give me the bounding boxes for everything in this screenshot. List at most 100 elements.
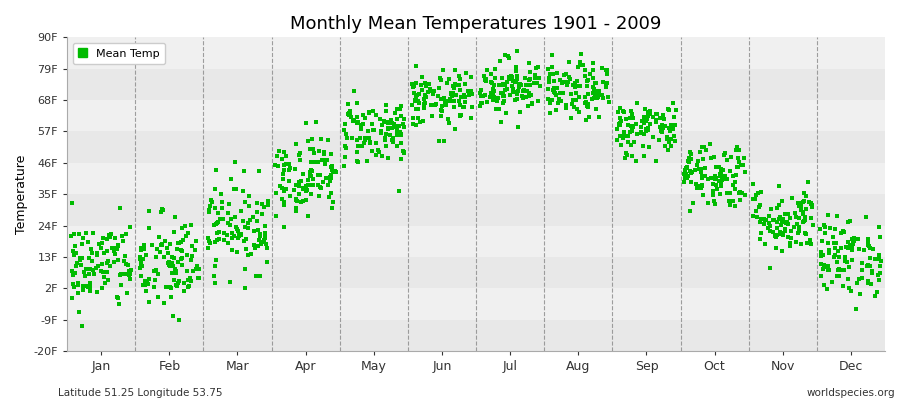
Point <box>180 268 194 274</box>
Point <box>119 231 133 237</box>
Point <box>118 252 132 259</box>
Point <box>570 78 584 84</box>
Point <box>149 254 164 260</box>
Point <box>661 134 675 140</box>
Point <box>111 242 125 249</box>
Point <box>410 98 425 104</box>
Point <box>653 114 668 121</box>
Point <box>763 265 778 272</box>
Point <box>214 205 229 211</box>
Point <box>770 232 784 238</box>
Point <box>735 190 750 196</box>
Point <box>457 92 472 98</box>
Point <box>209 257 223 264</box>
Point <box>479 76 493 82</box>
Point <box>309 118 323 125</box>
Point <box>394 113 409 119</box>
Point <box>861 278 876 284</box>
Point <box>480 67 494 73</box>
Point <box>588 79 602 86</box>
Point <box>141 276 156 282</box>
Point <box>163 263 177 269</box>
Point <box>595 64 609 71</box>
Point <box>454 86 468 93</box>
Point <box>644 111 658 118</box>
Point <box>478 92 492 98</box>
Point <box>790 200 805 206</box>
Point <box>591 91 606 97</box>
Point <box>271 163 285 169</box>
Point <box>290 198 304 204</box>
Point <box>504 73 518 79</box>
Point <box>366 127 381 133</box>
Point <box>548 92 562 98</box>
Point <box>847 238 861 244</box>
Point <box>351 159 365 166</box>
Point <box>704 175 718 182</box>
Point <box>238 285 252 291</box>
Point <box>326 199 340 206</box>
Point <box>872 224 886 230</box>
Point <box>578 94 592 100</box>
Point <box>486 92 500 98</box>
Point <box>815 266 830 272</box>
Point <box>865 267 879 274</box>
Point <box>261 198 275 205</box>
Point <box>148 277 163 283</box>
Point <box>509 68 524 74</box>
Point <box>152 234 166 240</box>
Point <box>137 246 151 252</box>
Point <box>667 114 681 121</box>
Point <box>175 248 189 254</box>
Point <box>176 288 191 294</box>
Point <box>212 228 227 235</box>
Point <box>154 208 168 215</box>
Point <box>845 244 859 251</box>
Point <box>546 78 561 84</box>
Point <box>122 275 137 282</box>
Point <box>630 131 644 138</box>
Point <box>258 235 273 241</box>
Point <box>592 114 607 120</box>
Point <box>616 132 631 138</box>
Point <box>298 183 312 190</box>
Point <box>478 77 492 83</box>
Point <box>213 190 228 197</box>
Point <box>392 106 407 112</box>
Point <box>301 138 315 144</box>
Point <box>80 238 94 245</box>
Point <box>217 230 231 236</box>
Point <box>409 122 423 128</box>
Point <box>154 241 168 248</box>
Point <box>634 130 649 136</box>
Point <box>796 219 810 225</box>
Point <box>292 151 307 158</box>
Point <box>326 169 340 175</box>
Point <box>817 264 832 270</box>
Point <box>157 299 171 306</box>
Point <box>852 291 867 297</box>
Point <box>464 74 478 80</box>
Point <box>586 90 600 97</box>
Point <box>816 282 831 288</box>
Point <box>861 236 876 242</box>
Point <box>802 198 816 205</box>
Point <box>761 220 776 226</box>
Point <box>453 113 467 120</box>
Point <box>449 92 464 98</box>
Point <box>513 108 527 115</box>
Point <box>599 67 614 74</box>
Point <box>417 96 431 102</box>
Point <box>626 123 640 129</box>
Point <box>691 183 706 190</box>
Point <box>613 122 627 128</box>
Point <box>488 66 502 72</box>
Point <box>86 230 100 237</box>
Point <box>178 223 193 229</box>
Point <box>224 235 238 241</box>
Point <box>110 245 124 252</box>
Point <box>184 222 198 228</box>
Point <box>378 135 392 142</box>
Point <box>699 147 714 154</box>
Point <box>72 231 86 238</box>
